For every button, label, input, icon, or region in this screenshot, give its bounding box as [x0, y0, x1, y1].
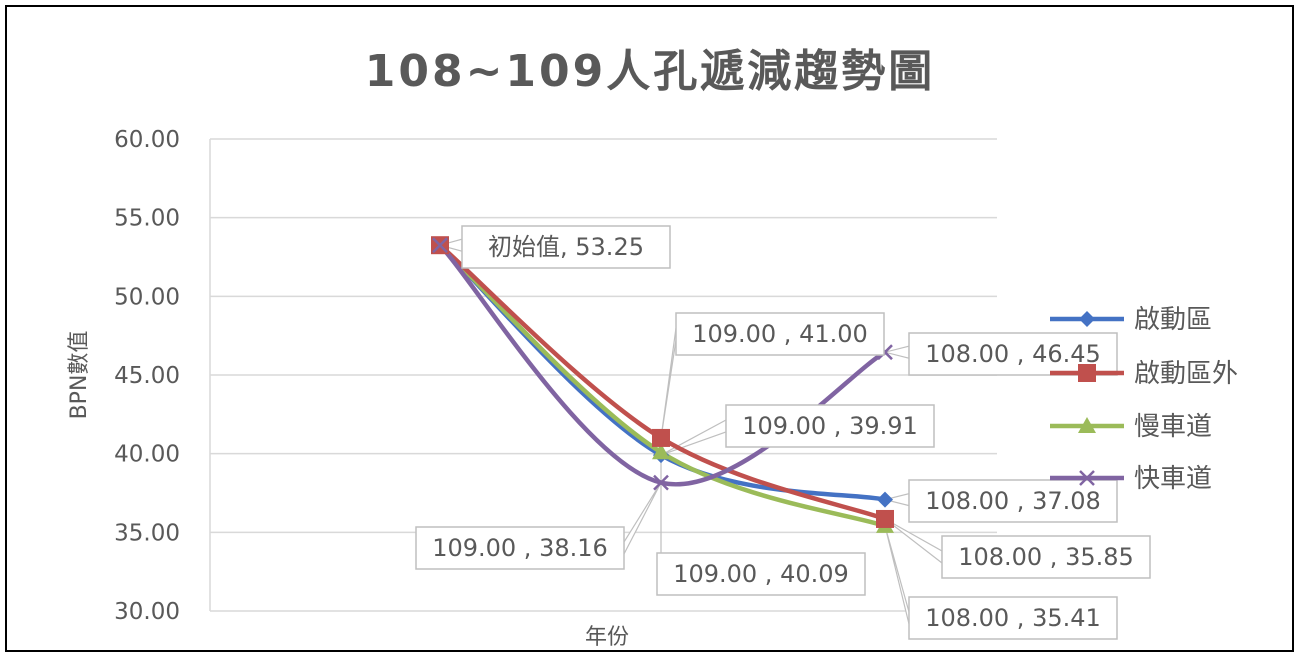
data-label-text: 108.00 , 35.41	[925, 604, 1101, 632]
marker-x	[1079, 470, 1095, 486]
y-tick-label: 45.00	[114, 363, 180, 389]
marker-square	[1078, 364, 1096, 382]
legend-entry-4: 快車道	[1050, 464, 1212, 494]
series-markers	[431, 236, 894, 533]
legend-entry-2: 啟動區外	[1050, 359, 1238, 389]
data-label-box	[908, 479, 1118, 523]
data-label: 109.00 , 40.09	[656, 552, 866, 596]
y-tick-label: 40.00	[114, 442, 180, 468]
data-label-box	[908, 596, 1118, 640]
marker-x	[432, 237, 448, 254]
data-label: 109.00 , 39.91	[725, 404, 935, 448]
marker-x-stroke	[653, 474, 669, 491]
legend-label: 慢車道	[1134, 412, 1212, 442]
data-label-text: 108.00 , 46.45	[925, 340, 1101, 368]
data-label-leader	[660, 418, 727, 456]
chart-title: 108~109人孔遞減趨勢圖	[365, 46, 936, 97]
data-label: 108.00 , 37.08	[908, 479, 1118, 523]
grid-lines	[209, 138, 997, 612]
y-tick-label: 30.00	[114, 599, 180, 625]
marker-diamond	[877, 491, 893, 508]
x-axis-title: 年份	[585, 625, 629, 650]
data-label-box	[941, 535, 1151, 579]
marker-x-stroke	[432, 237, 448, 254]
data-label-box	[461, 225, 671, 269]
y-tick-label: 35.00	[114, 520, 180, 546]
data-label: 109.00 , 38.16	[415, 526, 625, 570]
legend-label: 快車道	[1134, 464, 1212, 494]
data-label-box	[415, 526, 625, 570]
data-label-box	[725, 404, 935, 448]
legend-label: 啟動區外	[1134, 359, 1238, 389]
series-line-2	[437, 242, 888, 522]
data-label-text: 108.00 , 35.85	[958, 543, 1134, 571]
marker-x-stroke	[1079, 470, 1095, 486]
data-label-text: 109.00 , 41.00	[692, 320, 868, 348]
data-label: 108.00 , 35.85	[941, 535, 1151, 579]
y-tick-label: 50.00	[114, 284, 180, 310]
data-label-leader	[623, 482, 662, 555]
data-label-text: 108.00 , 37.08	[925, 487, 1101, 515]
marker-square	[652, 428, 670, 447]
data-label-text: 初始值, 53.25	[488, 233, 644, 261]
marker-square	[876, 509, 894, 528]
legend-entry-1: 啟動區	[1050, 305, 1212, 335]
marker-x-stroke	[877, 344, 893, 361]
data-labels: 初始值, 53.25 109.00 , 41.00 109.00 , 39.91 10…	[415, 225, 1151, 640]
marker-triangle	[1078, 417, 1096, 433]
legend-label: 啟動區	[1134, 305, 1212, 335]
data-label-text: 109.00 , 39.91	[742, 412, 918, 440]
data-label-leader	[884, 525, 910, 625]
data-label: 108.00 , 35.41	[908, 596, 1118, 640]
data-label-leader	[660, 327, 677, 439]
y-tick-label: 55.00	[114, 206, 180, 232]
marker-x	[653, 474, 669, 491]
y-tick-label: 60.00	[114, 127, 180, 153]
data-label: 109.00 , 41.00	[675, 312, 885, 356]
legend-entry-3: 慢車道	[1050, 412, 1212, 442]
marker-triangle	[652, 443, 670, 460]
data-label-text: 109.00 , 40.09	[673, 560, 849, 588]
marker-diamond	[1079, 311, 1095, 327]
data-label-box	[675, 312, 885, 356]
data-label: 初始值, 53.25	[461, 225, 671, 269]
data-label-box	[656, 552, 866, 596]
y-axis-ticks: 30.00 35.00 40.00 45.00 50.00 55.00 60.00	[114, 127, 180, 625]
data-label-text: 109.00 , 38.16	[432, 534, 608, 562]
y-axis-title: BPN數值	[67, 331, 92, 420]
